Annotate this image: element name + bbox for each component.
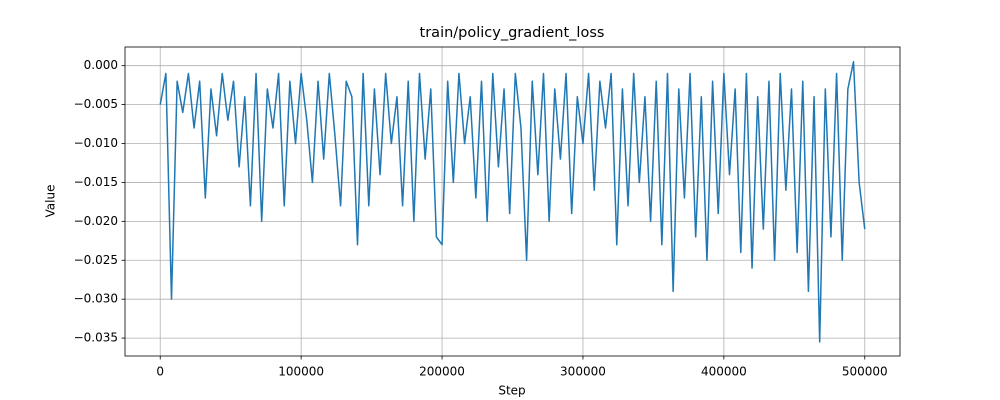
x-tick-label: 500000 bbox=[842, 365, 888, 379]
x-tick-label: 400000 bbox=[701, 365, 747, 379]
x-axis-label: Step bbox=[498, 384, 525, 398]
y-axis-label: Value bbox=[44, 185, 58, 218]
y-tick-label: −0.015 bbox=[74, 175, 118, 189]
y-tick-label: −0.035 bbox=[74, 331, 118, 345]
x-tick-label: 0 bbox=[156, 365, 164, 379]
data-line bbox=[159, 61, 866, 343]
x-tick-label: 100000 bbox=[278, 365, 324, 379]
y-tick-label: −0.005 bbox=[74, 97, 118, 111]
chart-title: train/policy_gradient_loss bbox=[420, 25, 605, 41]
x-tick-label: 300000 bbox=[560, 365, 606, 379]
y-tick-label: 0.000 bbox=[84, 58, 118, 72]
y-tick-label: −0.025 bbox=[74, 253, 118, 267]
y-tick-label: −0.030 bbox=[74, 292, 118, 306]
y-tick-label: −0.020 bbox=[74, 214, 118, 228]
plot-frame bbox=[124, 46, 901, 357]
y-tick-label: −0.010 bbox=[74, 136, 118, 150]
x-tick-label: 200000 bbox=[419, 365, 465, 379]
